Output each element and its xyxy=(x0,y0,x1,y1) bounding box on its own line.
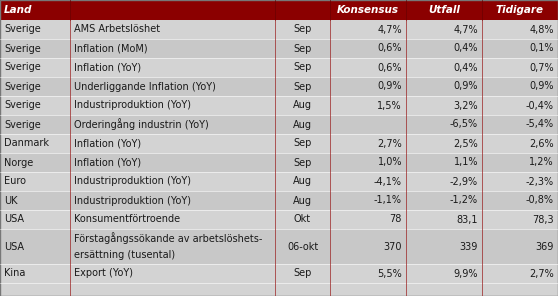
Bar xyxy=(0,115,558,134)
Text: 83,1: 83,1 xyxy=(456,215,478,224)
Text: AMS Arbetslöshet: AMS Arbetslöshet xyxy=(74,25,160,35)
Text: Sverige: Sverige xyxy=(4,62,41,73)
Bar xyxy=(0,210,558,229)
Text: Konsensus: Konsensus xyxy=(337,5,399,15)
Text: Norge: Norge xyxy=(4,157,33,168)
Text: 9,9%: 9,9% xyxy=(454,268,478,279)
Text: Aug: Aug xyxy=(293,120,312,130)
Text: Inflation (YoY): Inflation (YoY) xyxy=(74,62,141,73)
Text: 0,6%: 0,6% xyxy=(378,62,402,73)
Text: 0,6%: 0,6% xyxy=(378,44,402,54)
Text: -0,4%: -0,4% xyxy=(526,101,554,110)
Text: 06-okt: 06-okt xyxy=(287,242,318,252)
Text: Konsumentförtroende: Konsumentförtroende xyxy=(74,215,180,224)
Text: 1,0%: 1,0% xyxy=(378,157,402,168)
Text: -5,4%: -5,4% xyxy=(526,120,554,130)
Text: Sep: Sep xyxy=(294,268,312,279)
Bar xyxy=(0,172,558,191)
Text: 78: 78 xyxy=(389,215,402,224)
Text: 339: 339 xyxy=(460,242,478,252)
Text: -1,1%: -1,1% xyxy=(374,195,402,205)
Text: 0,9%: 0,9% xyxy=(378,81,402,91)
Text: 5,5%: 5,5% xyxy=(377,268,402,279)
Bar xyxy=(0,134,558,153)
Text: 370: 370 xyxy=(383,242,402,252)
Bar xyxy=(0,191,558,210)
Bar xyxy=(0,20,558,39)
Text: Sep: Sep xyxy=(294,81,312,91)
Text: Utfall: Utfall xyxy=(428,5,460,15)
Text: Sverige: Sverige xyxy=(4,81,41,91)
Text: Okt: Okt xyxy=(294,215,311,224)
Text: Sverige: Sverige xyxy=(4,120,41,130)
Text: Inflation (YoY): Inflation (YoY) xyxy=(74,139,141,149)
Text: USA: USA xyxy=(4,242,24,252)
Text: Industriproduktion (YoY): Industriproduktion (YoY) xyxy=(74,195,191,205)
Text: 2,5%: 2,5% xyxy=(453,139,478,149)
Text: Sverige: Sverige xyxy=(4,25,41,35)
Text: -6,5%: -6,5% xyxy=(450,120,478,130)
Bar xyxy=(0,58,558,77)
Text: USA: USA xyxy=(4,215,24,224)
Text: 1,1%: 1,1% xyxy=(454,157,478,168)
Text: Industriproduktion (YoY): Industriproduktion (YoY) xyxy=(74,101,191,110)
Text: Förstagångssökande av arbetslöshets-: Förstagångssökande av arbetslöshets- xyxy=(74,232,262,244)
Text: -2,3%: -2,3% xyxy=(526,176,554,186)
Text: 0,4%: 0,4% xyxy=(454,44,478,54)
Text: -4,1%: -4,1% xyxy=(374,176,402,186)
Text: Sep: Sep xyxy=(294,25,312,35)
Text: Sep: Sep xyxy=(294,157,312,168)
Text: Sep: Sep xyxy=(294,44,312,54)
Text: ersättning (tusental): ersättning (tusental) xyxy=(74,250,175,260)
Bar xyxy=(0,0,558,20)
Text: 369: 369 xyxy=(536,242,554,252)
Text: Industriproduktion (YoY): Industriproduktion (YoY) xyxy=(74,176,191,186)
Text: Underliggande Inflation (YoY): Underliggande Inflation (YoY) xyxy=(74,81,216,91)
Text: 3,2%: 3,2% xyxy=(453,101,478,110)
Bar xyxy=(0,153,558,172)
Text: Danmark: Danmark xyxy=(4,139,49,149)
Text: 4,7%: 4,7% xyxy=(377,25,402,35)
Text: Kina: Kina xyxy=(4,268,25,279)
Text: 0,9%: 0,9% xyxy=(530,81,554,91)
Text: 1,5%: 1,5% xyxy=(377,101,402,110)
Text: Aug: Aug xyxy=(293,176,312,186)
Text: 4,8%: 4,8% xyxy=(530,25,554,35)
Text: -0,8%: -0,8% xyxy=(526,195,554,205)
Text: 0,9%: 0,9% xyxy=(454,81,478,91)
Text: Aug: Aug xyxy=(293,195,312,205)
Text: Sep: Sep xyxy=(294,139,312,149)
Bar xyxy=(0,39,558,58)
Bar xyxy=(0,96,558,115)
Text: 1,2%: 1,2% xyxy=(530,157,554,168)
Text: Sverige: Sverige xyxy=(4,101,41,110)
Text: Euro: Euro xyxy=(4,176,26,186)
Text: -1,2%: -1,2% xyxy=(450,195,478,205)
Text: Aug: Aug xyxy=(293,101,312,110)
Text: Inflation (YoY): Inflation (YoY) xyxy=(74,157,141,168)
Text: 0,4%: 0,4% xyxy=(454,62,478,73)
Text: -2,9%: -2,9% xyxy=(450,176,478,186)
Text: Orderingång industrin (YoY): Orderingång industrin (YoY) xyxy=(74,118,209,131)
Text: Land: Land xyxy=(4,5,32,15)
Text: 78,3: 78,3 xyxy=(532,215,554,224)
Text: Tidigare: Tidigare xyxy=(496,5,544,15)
Text: UK: UK xyxy=(4,195,17,205)
Bar xyxy=(0,77,558,96)
Text: 0,1%: 0,1% xyxy=(530,44,554,54)
Text: 0,7%: 0,7% xyxy=(530,62,554,73)
Bar xyxy=(0,229,558,264)
Text: Inflation (MoM): Inflation (MoM) xyxy=(74,44,148,54)
Text: 4,7%: 4,7% xyxy=(453,25,478,35)
Text: 2,7%: 2,7% xyxy=(377,139,402,149)
Text: Sep: Sep xyxy=(294,62,312,73)
Bar xyxy=(0,264,558,283)
Text: Sverige: Sverige xyxy=(4,44,41,54)
Text: 2,6%: 2,6% xyxy=(530,139,554,149)
Text: Export (YoY): Export (YoY) xyxy=(74,268,133,279)
Text: 2,7%: 2,7% xyxy=(529,268,554,279)
